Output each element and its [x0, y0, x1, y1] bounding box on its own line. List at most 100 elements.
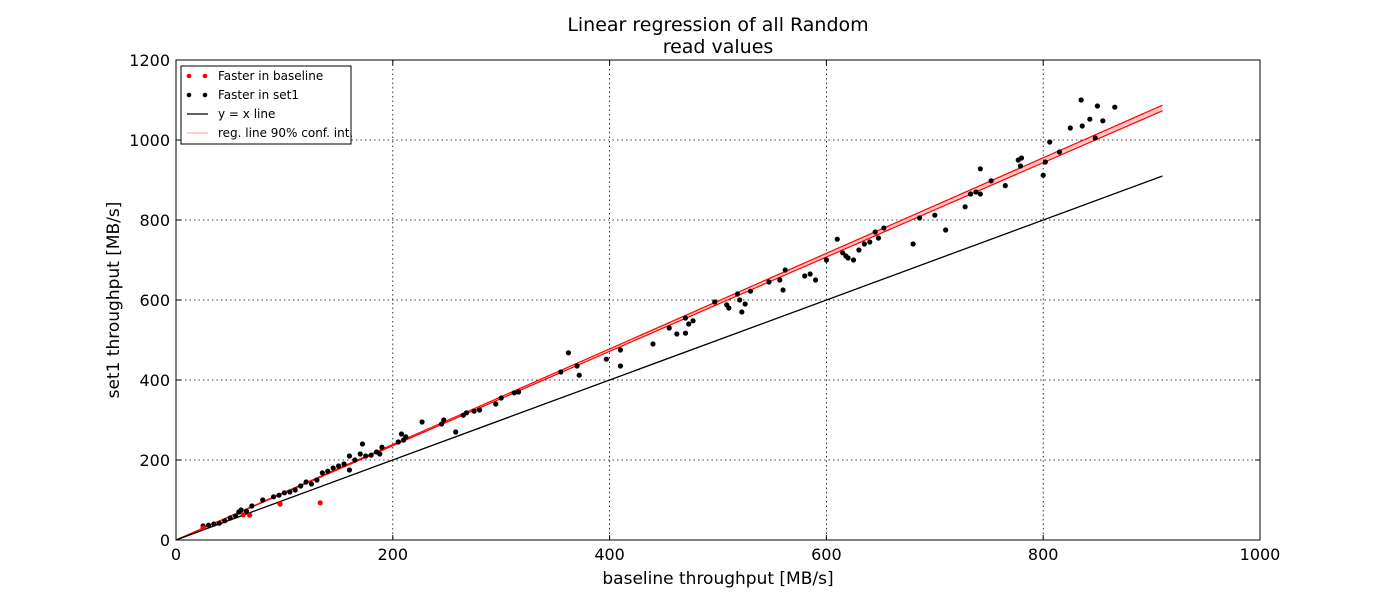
- x-tick-label: 400: [594, 545, 625, 564]
- data-point-faster-in-set1: [742, 301, 748, 307]
- legend: Faster in baseline Faster in set1 y = x …: [180, 65, 353, 145]
- data-point-faster-in-set1: [363, 453, 369, 459]
- legend-marker-faster-in-baseline: [186, 73, 192, 79]
- data-point-faster-in-set1: [330, 465, 336, 471]
- data-point-faster-in-set1: [233, 513, 239, 519]
- legend-entry-yx-line: y = x line: [187, 107, 275, 121]
- data-point-faster-in-set1: [674, 331, 680, 337]
- axis-ticks: 0 200 400 600 800 1000 0 200 400 600 800 1000 1200: [129, 51, 1280, 564]
- data-point-faster-in-set1: [1067, 125, 1073, 131]
- data-point-faster-in-set1: [1112, 104, 1118, 110]
- legend-label-faster-in-set1: Faster in set1: [218, 88, 299, 102]
- data-point-faster-in-set1: [515, 389, 522, 395]
- data-point-faster-in-set1: [438, 421, 445, 427]
- data-point-faster-in-set1: [603, 356, 609, 362]
- data-point-faster-in-set1: [260, 497, 266, 503]
- data-point-faster-in-set1: [988, 178, 994, 184]
- data-point-faster-in-set1: [861, 241, 867, 247]
- x-axis-label: baseline throughput [MB/s]: [602, 569, 833, 589]
- data-point-faster-in-set1: [1092, 135, 1098, 141]
- data-point-faster-in-set1: [298, 483, 304, 489]
- data-point-faster-in-baseline: [240, 512, 246, 518]
- data-point-faster-in-set1: [276, 492, 282, 498]
- data-point-faster-in-set1: [441, 417, 447, 423]
- data-point-faster-in-set1: [910, 241, 916, 247]
- data-point-faster-in-set1: [867, 239, 873, 245]
- data-point-faster-in-set1: [766, 279, 772, 285]
- data-point-faster-in-set1: [726, 305, 732, 311]
- y-tick-label: 1000: [129, 131, 170, 150]
- data-point-faster-in-set1: [834, 236, 840, 242]
- data-point-faster-in-set1: [734, 291, 741, 297]
- data-point-faster-in-set1: [962, 204, 968, 210]
- data-point-faster-in-set1: [281, 490, 287, 496]
- data-point-faster-in-set1: [346, 467, 353, 473]
- data-point-faster-in-set1: [227, 515, 233, 521]
- data-point-faster-in-set1: [973, 189, 979, 195]
- data-point-faster-in-set1: [1056, 149, 1063, 155]
- data-point-faster-in-set1: [1087, 116, 1093, 122]
- x-tick-label: 0: [171, 545, 181, 564]
- data-point-faster-in-set1: [377, 451, 383, 457]
- data-point-faster-in-set1: [419, 419, 425, 425]
- y-axis-label: set1 throughput [MB/s]: [104, 202, 124, 399]
- data-point-faster-in-set1: [292, 487, 298, 493]
- data-point-faster-in-set1: [872, 229, 878, 235]
- data-point-faster-in-set1: [1042, 159, 1048, 165]
- chart-title-line-2: read values: [663, 36, 774, 58]
- data-point-faster-in-set1: [782, 267, 788, 273]
- data-point-faster-in-set1: [243, 508, 250, 514]
- data-point-faster-in-set1: [498, 395, 504, 401]
- data-point-faster-in-set1: [341, 461, 347, 467]
- data-point-faster-in-set1: [666, 325, 672, 331]
- data-point-faster-in-set1: [650, 341, 656, 347]
- data-point-faster-in-set1: [737, 297, 743, 303]
- data-point-faster-in-set1: [712, 299, 718, 305]
- regression-lower-bound-line: [175, 110, 1163, 541]
- data-point-faster-in-set1: [471, 408, 477, 414]
- data-point-faster-in-set1: [1078, 97, 1084, 103]
- data-point-faster-in-set1: [511, 390, 517, 396]
- x-tick-label: 1000: [1240, 545, 1281, 564]
- data-point-faster-in-set1: [1079, 123, 1085, 129]
- data-point-faster-in-set1: [205, 522, 212, 528]
- data-point-faster-in-set1: [303, 479, 309, 485]
- y-tick-label: 600: [139, 291, 170, 310]
- data-point-faster-in-set1: [336, 463, 342, 469]
- data-point-faster-in-set1: [308, 481, 315, 487]
- y-tick-label: 200: [139, 451, 170, 470]
- y-tick-label: 1200: [129, 51, 170, 70]
- x-tick-label: 800: [1028, 545, 1059, 564]
- data-point-faster-in-set1: [270, 494, 277, 500]
- data-point-faster-in-set1: [493, 401, 499, 407]
- data-point-faster-in-set1: [780, 287, 786, 293]
- y-equals-x-line: [175, 175, 1163, 541]
- data-point-faster-in-set1: [325, 468, 331, 474]
- data-point-faster-in-set1: [943, 227, 949, 233]
- data-point-faster-in-set1: [476, 407, 483, 413]
- data-point-faster-in-set1: [823, 257, 830, 263]
- data-point-faster-in-set1: [222, 518, 228, 524]
- data-point-faster-in-set1: [357, 451, 363, 457]
- legend-entry-regression-band: reg. line 90% conf. int.: [187, 126, 353, 140]
- y-tick-label: 0: [160, 531, 170, 550]
- data-point-faster-in-set1: [574, 363, 580, 369]
- data-point-faster-in-set1: [617, 363, 624, 369]
- data-point-faster-in-set1: [398, 431, 405, 437]
- data-point-faster-in-set1: [747, 288, 754, 294]
- series-layer: [175, 97, 1163, 541]
- data-point-faster-in-set1: [211, 521, 217, 527]
- data-point-faster-in-baseline: [317, 500, 323, 506]
- data-point-faster-in-set1: [875, 235, 882, 241]
- data-point-faster-in-set1: [777, 277, 783, 283]
- x-tick-label: 200: [378, 545, 409, 564]
- data-point-faster-in-set1: [314, 477, 320, 483]
- data-point-faster-in-set1: [1040, 172, 1046, 178]
- data-point-faster-in-set1: [1094, 103, 1100, 109]
- data-point-faster-in-set1: [977, 166, 983, 172]
- chart-title-line-1: Linear regression of all Random: [567, 14, 868, 36]
- data-point-faster-in-baseline: [247, 512, 253, 518]
- legend-marker-faster-in-set1: [202, 92, 208, 98]
- legend-marker-faster-in-baseline: [202, 73, 208, 79]
